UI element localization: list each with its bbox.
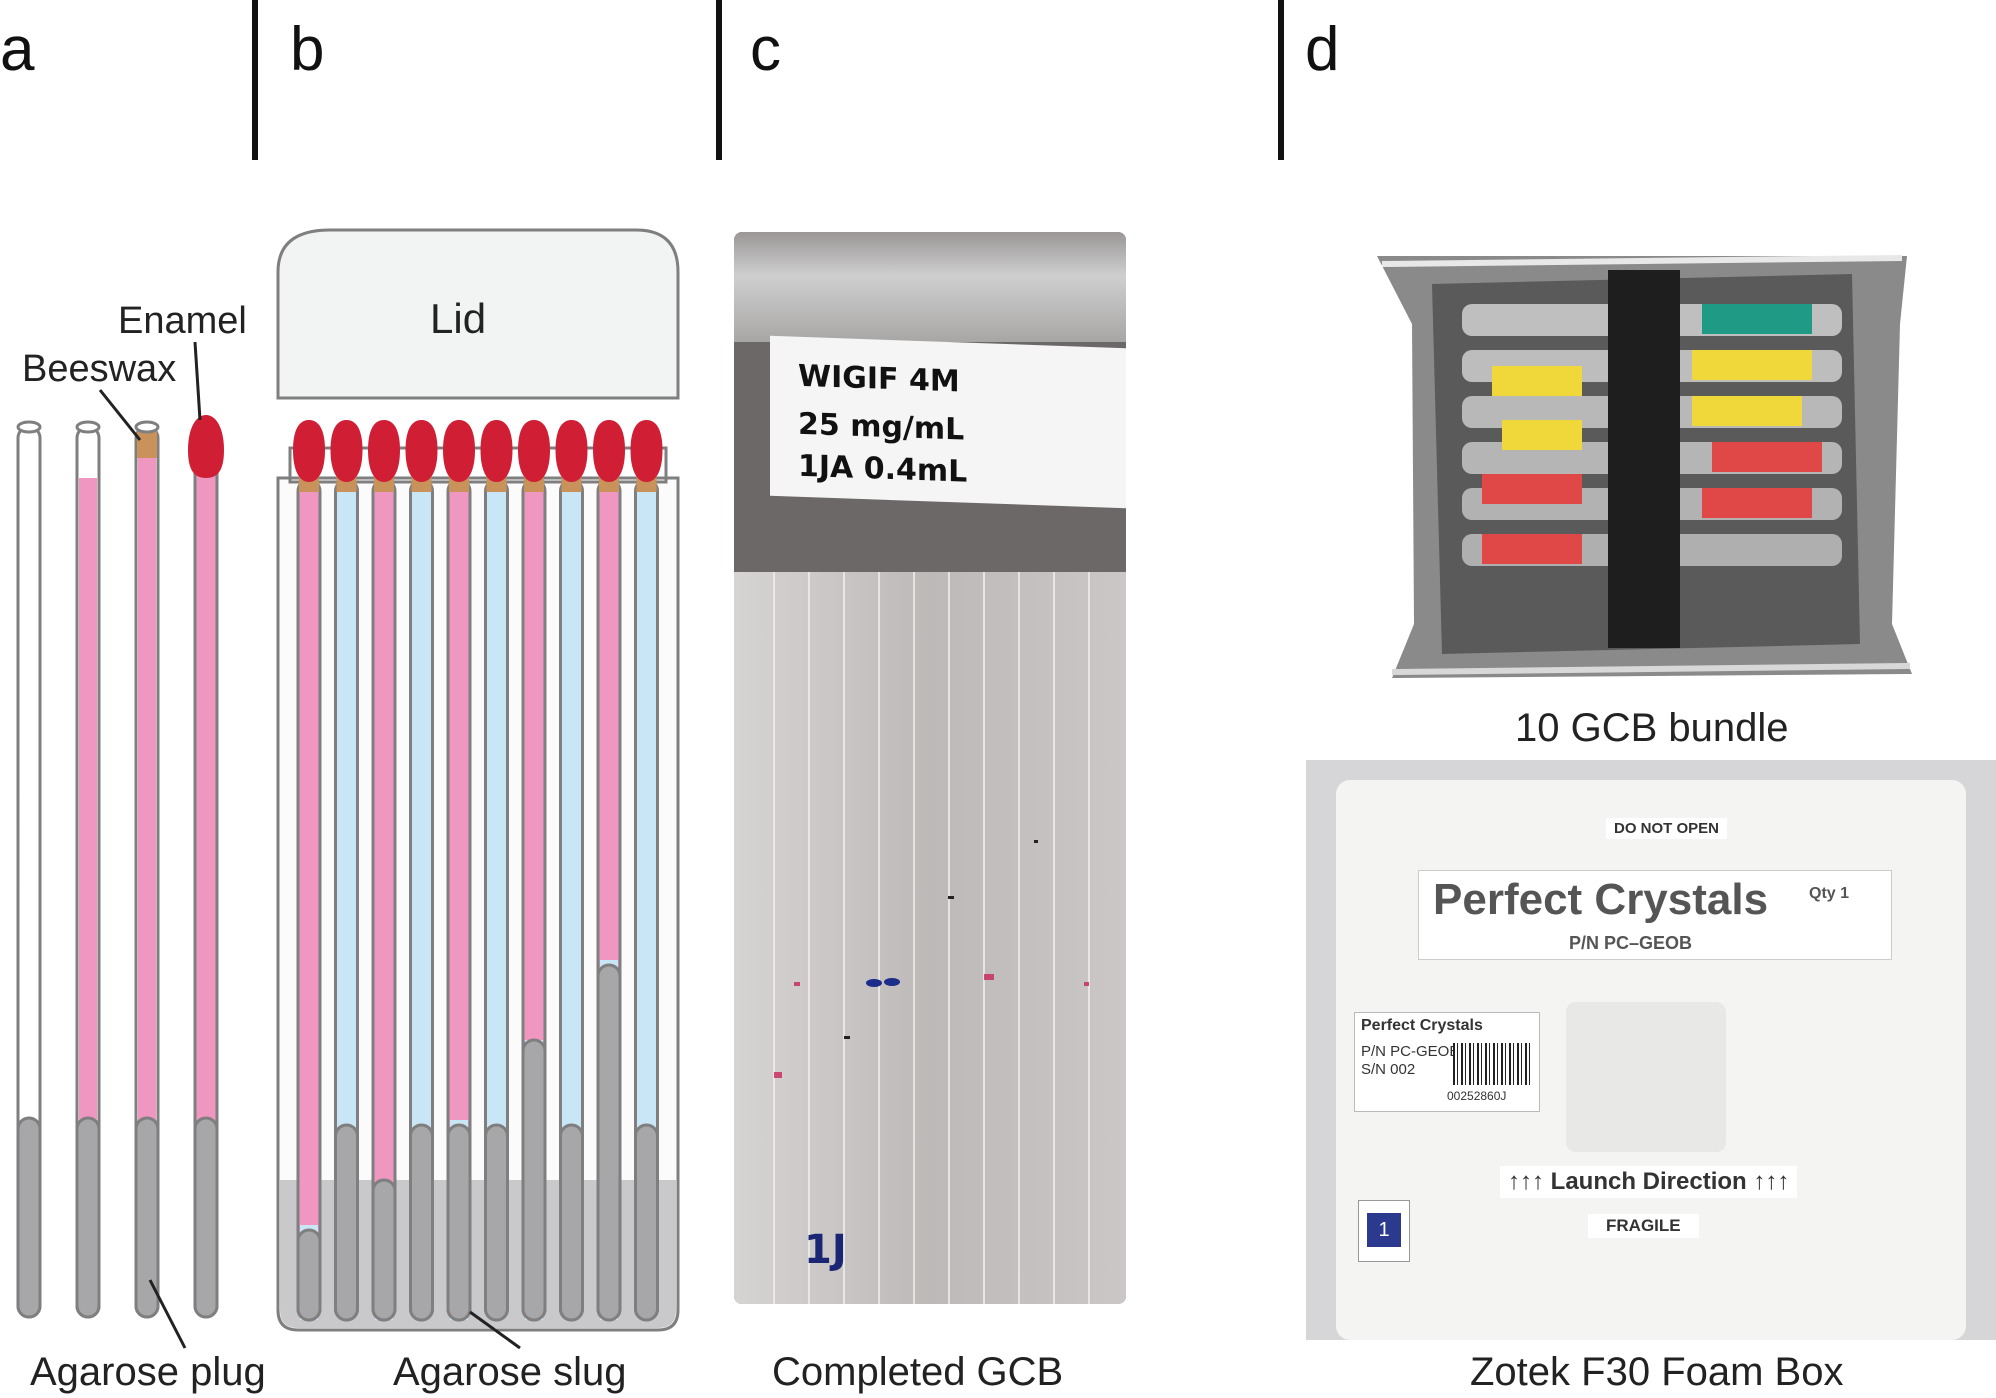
label-enamel: Enamel — [118, 300, 247, 342]
barcode — [1453, 1043, 1533, 1085]
gcb-capillaries — [773, 572, 1090, 1304]
label-fragile: FRAGILE — [1588, 1214, 1699, 1238]
foam-patch — [1566, 1002, 1726, 1152]
handwriting-line3: 1JA 0.4mL — [798, 448, 968, 490]
gcb-photo: WIGIF 4M 25 mg/mL 1JA 0.4mL 1J — [734, 232, 1126, 1304]
panel-letter-d: d — [1305, 15, 1340, 84]
panel-divider — [716, 0, 722, 160]
gcb-lid — [734, 232, 1126, 342]
foam-box: DO NOT OPEN Perfect Crystals Qty 1 P/N P… — [1336, 780, 1966, 1340]
box-collar — [288, 446, 668, 484]
hazard-number: 1 — [1367, 1213, 1401, 1247]
handwriting-line2: 25 mg/mL — [798, 406, 965, 448]
barcode-text: 00252860J — [1447, 1089, 1507, 1103]
capillary-enamel-cap — [555, 420, 588, 482]
capillary-array — [293, 420, 663, 1322]
capillary-agarose-plug — [296, 1228, 322, 1322]
capillary-enamel — [188, 415, 224, 1319]
capillary-enamel-cap — [330, 420, 363, 482]
serial-sticker: Perfect Crystals P/N PC-GEOB S/N 002 002… — [1354, 1012, 1540, 1112]
capillary-agarose-plug — [596, 963, 622, 1322]
label-part-number: P/N PC–GEOB — [1569, 933, 1693, 953]
capillary-filled — [75, 420, 101, 1319]
sticker-sn: S/N 002 — [1361, 1061, 1416, 1078]
label-lid: Lid — [430, 295, 487, 342]
capillary-agarose-plug — [371, 1178, 397, 1322]
label-qty: Qty 1 — [1809, 885, 1850, 902]
hazard-label: 1 — [1358, 1200, 1410, 1262]
capillary-enamel-cap — [368, 420, 400, 482]
tape-label: WIGIF 4M 25 mg/mL 1JA 0.4mL — [770, 335, 1126, 509]
capillary-enamel-cap — [593, 420, 625, 482]
capillary-beeswax — [134, 420, 160, 1319]
leader-enamel — [193, 341, 202, 421]
capillary-tube — [296, 478, 322, 1322]
capillary-agarose-plug — [521, 1038, 547, 1322]
caption-bundle: 10 GCB bundle — [1515, 706, 1789, 750]
capillary-empty — [16, 420, 42, 1319]
label-agarose-plug: Agarose plug — [30, 1350, 266, 1394]
label-beeswax: Beeswax — [22, 348, 177, 390]
sticker-brand: Perfect Crystals — [1361, 1017, 1483, 1034]
label-do-not-open: DO NOT OPEN — [1606, 818, 1728, 839]
panel-divider — [1278, 0, 1284, 160]
caption-foam-box: Zotek F30 Foam Box — [1470, 1350, 1844, 1394]
label-brand: Perfect Crystals — [1433, 875, 1769, 924]
capillary-agarose-plug — [446, 1123, 472, 1322]
panel-letter-a: a — [0, 15, 35, 84]
panel-letter-c: c — [750, 15, 781, 84]
capillary-enamel-cap — [405, 420, 438, 482]
leader-agarose-plug — [148, 1279, 187, 1349]
box-lid — [276, 228, 680, 400]
capillary-enamel-cap — [443, 420, 475, 482]
leader-beeswax — [98, 389, 142, 441]
bundle-photo — [1372, 244, 1912, 686]
handwriting-line1: WIGIF 4M — [798, 358, 960, 400]
capillary-enamel-cap — [518, 420, 550, 482]
capillary-agarose-plug — [559, 1123, 584, 1322]
sticker-pn: P/N PC-GEOB — [1361, 1043, 1460, 1060]
capillary-agarose-plug — [634, 1123, 659, 1322]
brand-label: Perfect Crystals Qty 1 P/N PC–GEOB — [1418, 870, 1892, 960]
capillary-agarose-plug — [334, 1123, 359, 1322]
foam-box-photo: DO NOT OPEN Perfect Crystals Qty 1 P/N P… — [1306, 760, 1996, 1340]
panel-divider — [252, 0, 258, 160]
capillary-enamel-cap — [480, 420, 513, 482]
handwriting-bottom: 1J — [804, 1227, 847, 1273]
label-agarose-slug: Agarose slug — [393, 1350, 627, 1394]
gcb-body: 1J — [734, 572, 1126, 1304]
capillary-agarose-plug — [409, 1123, 434, 1322]
capillary-enamel-cap — [293, 420, 325, 482]
capillary-agarose-plug — [484, 1123, 509, 1322]
panel-letter-b: b — [290, 15, 325, 84]
capillary-enamel-cap — [630, 420, 663, 482]
caption-completed-gcb: Completed GCB — [772, 1350, 1064, 1394]
label-launch-direction: ↑↑↑ Launch Direction ↑↑↑ — [1500, 1166, 1798, 1198]
